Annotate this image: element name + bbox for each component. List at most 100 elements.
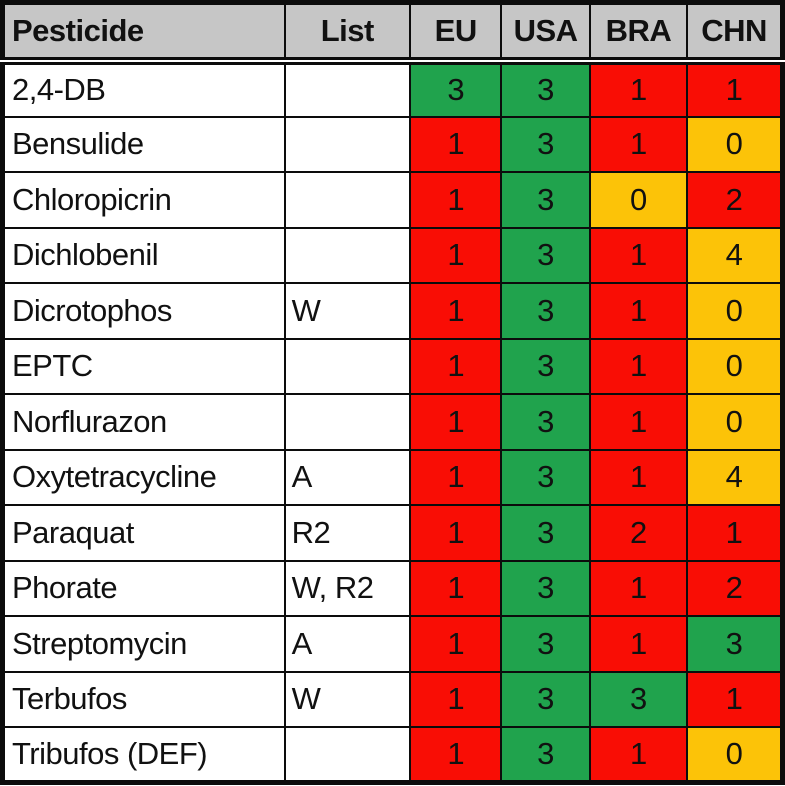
pesticide-name-cell: Phorate xyxy=(1,559,286,617)
table-row: Chloropicrin 1 3 0 2 xyxy=(1,171,784,229)
value-cell-bra: 2 xyxy=(588,504,689,562)
value-cell-usa: 3 xyxy=(500,115,591,173)
value-cell-chn: 1 xyxy=(686,60,784,118)
value-cell-eu: 1 xyxy=(409,448,503,506)
table-body: 2,4-DB 3 3 1 1 Bensulide 1 3 1 0 Chloropicrin 1 3 0 2 D… xyxy=(1,60,784,784)
value-cell-eu: 1 xyxy=(409,670,503,728)
list-cell xyxy=(283,337,412,395)
table-row: Oxytetracycline A 1 3 1 4 xyxy=(1,448,784,506)
value-cell-chn: 4 xyxy=(686,226,784,284)
value-cell-usa: 3 xyxy=(500,726,591,784)
column-header-chn: CHN xyxy=(686,1,784,65)
value-cell-usa: 3 xyxy=(500,615,591,673)
table-row: Bensulide 1 3 1 0 xyxy=(1,115,784,173)
list-cell: W, R2 xyxy=(283,559,412,617)
value-cell-usa: 3 xyxy=(500,670,591,728)
column-header-eu: EU xyxy=(409,1,503,65)
column-header-list: List xyxy=(283,1,412,65)
value-cell-bra: 1 xyxy=(588,615,689,673)
value-cell-eu: 3 xyxy=(409,60,503,118)
value-cell-bra: 1 xyxy=(588,282,689,340)
list-cell: W xyxy=(283,670,412,728)
table-row: Dicrotophos W 1 3 1 0 xyxy=(1,282,784,340)
value-cell-bra: 1 xyxy=(588,559,689,617)
list-cell xyxy=(283,226,412,284)
column-header-bra: BRA xyxy=(588,1,689,65)
value-cell-usa: 3 xyxy=(500,171,591,229)
value-cell-chn: 0 xyxy=(686,115,784,173)
pesticide-name-cell: Oxytetracycline xyxy=(1,448,286,506)
pesticide-name-cell: Chloropicrin xyxy=(1,171,286,229)
pesticide-name-cell: 2,4-DB xyxy=(1,60,286,118)
value-cell-usa: 3 xyxy=(500,393,591,451)
list-cell xyxy=(283,60,412,118)
pesticide-name-cell: Norflurazon xyxy=(1,393,286,451)
column-header-pesticide: Pesticide xyxy=(1,1,286,65)
value-cell-usa: 3 xyxy=(500,226,591,284)
value-cell-chn: 1 xyxy=(686,670,784,728)
value-cell-chn: 2 xyxy=(686,559,784,617)
pesticide-name-cell: Dicrotophos xyxy=(1,282,286,340)
value-cell-chn: 0 xyxy=(686,282,784,340)
table-row: Norflurazon 1 3 1 0 xyxy=(1,393,784,451)
value-cell-chn: 0 xyxy=(686,337,784,395)
value-cell-eu: 1 xyxy=(409,559,503,617)
list-cell xyxy=(283,115,412,173)
value-cell-eu: 1 xyxy=(409,226,503,284)
column-header-usa: USA xyxy=(500,1,591,65)
pesticide-name-cell: Bensulide xyxy=(1,115,286,173)
value-cell-eu: 1 xyxy=(409,615,503,673)
value-cell-bra: 1 xyxy=(588,226,689,284)
value-cell-bra: 1 xyxy=(588,115,689,173)
list-cell: A xyxy=(283,448,412,506)
value-cell-bra: 1 xyxy=(588,337,689,395)
table-row: Phorate W, R2 1 3 1 2 xyxy=(1,559,784,617)
value-cell-chn: 1 xyxy=(686,504,784,562)
value-cell-eu: 1 xyxy=(409,115,503,173)
value-cell-usa: 3 xyxy=(500,504,591,562)
value-cell-bra: 3 xyxy=(588,670,689,728)
table-row: Streptomycin A 1 3 1 3 xyxy=(1,615,784,673)
list-cell xyxy=(283,393,412,451)
table-row: Terbufos W 1 3 3 1 xyxy=(1,670,784,728)
pesticide-name-cell: Dichlobenil xyxy=(1,226,286,284)
pesticide-name-cell: Paraquat xyxy=(1,504,286,562)
value-cell-usa: 3 xyxy=(500,60,591,118)
value-cell-usa: 3 xyxy=(500,559,591,617)
value-cell-usa: 3 xyxy=(500,337,591,395)
list-cell: W xyxy=(283,282,412,340)
value-cell-eu: 1 xyxy=(409,171,503,229)
value-cell-chn: 0 xyxy=(686,726,784,784)
value-cell-eu: 1 xyxy=(409,504,503,562)
value-cell-eu: 1 xyxy=(409,726,503,784)
list-cell: R2 xyxy=(283,504,412,562)
value-cell-usa: 3 xyxy=(500,282,591,340)
value-cell-bra: 0 xyxy=(588,171,689,229)
value-cell-bra: 1 xyxy=(588,393,689,451)
list-cell: A xyxy=(283,615,412,673)
value-cell-bra: 1 xyxy=(588,726,689,784)
pesticide-name-cell: EPTC xyxy=(1,337,286,395)
table-row: 2,4-DB 3 3 1 1 xyxy=(1,60,784,118)
value-cell-eu: 1 xyxy=(409,282,503,340)
value-cell-chn: 0 xyxy=(686,393,784,451)
pesticide-name-cell: Tribufos (DEF) xyxy=(1,726,286,784)
value-cell-chn: 4 xyxy=(686,448,784,506)
value-cell-usa: 3 xyxy=(500,448,591,506)
value-cell-chn: 3 xyxy=(686,615,784,673)
header-row: Pesticide List EU USA BRA CHN xyxy=(1,1,784,65)
list-cell xyxy=(283,171,412,229)
value-cell-bra: 1 xyxy=(588,60,689,118)
value-cell-eu: 1 xyxy=(409,337,503,395)
pesticide-name-cell: Terbufos xyxy=(1,670,286,728)
table-row: Paraquat R2 1 3 2 1 xyxy=(1,504,784,562)
table-row: Tribufos (DEF) 1 3 1 0 xyxy=(1,726,784,784)
list-cell xyxy=(283,726,412,784)
value-cell-chn: 2 xyxy=(686,171,784,229)
value-cell-bra: 1 xyxy=(588,448,689,506)
table-row: EPTC 1 3 1 0 xyxy=(1,337,784,395)
value-cell-eu: 1 xyxy=(409,393,503,451)
pesticide-name-cell: Streptomycin xyxy=(1,615,286,673)
table-row: Dichlobenil 1 3 1 4 xyxy=(1,226,784,284)
